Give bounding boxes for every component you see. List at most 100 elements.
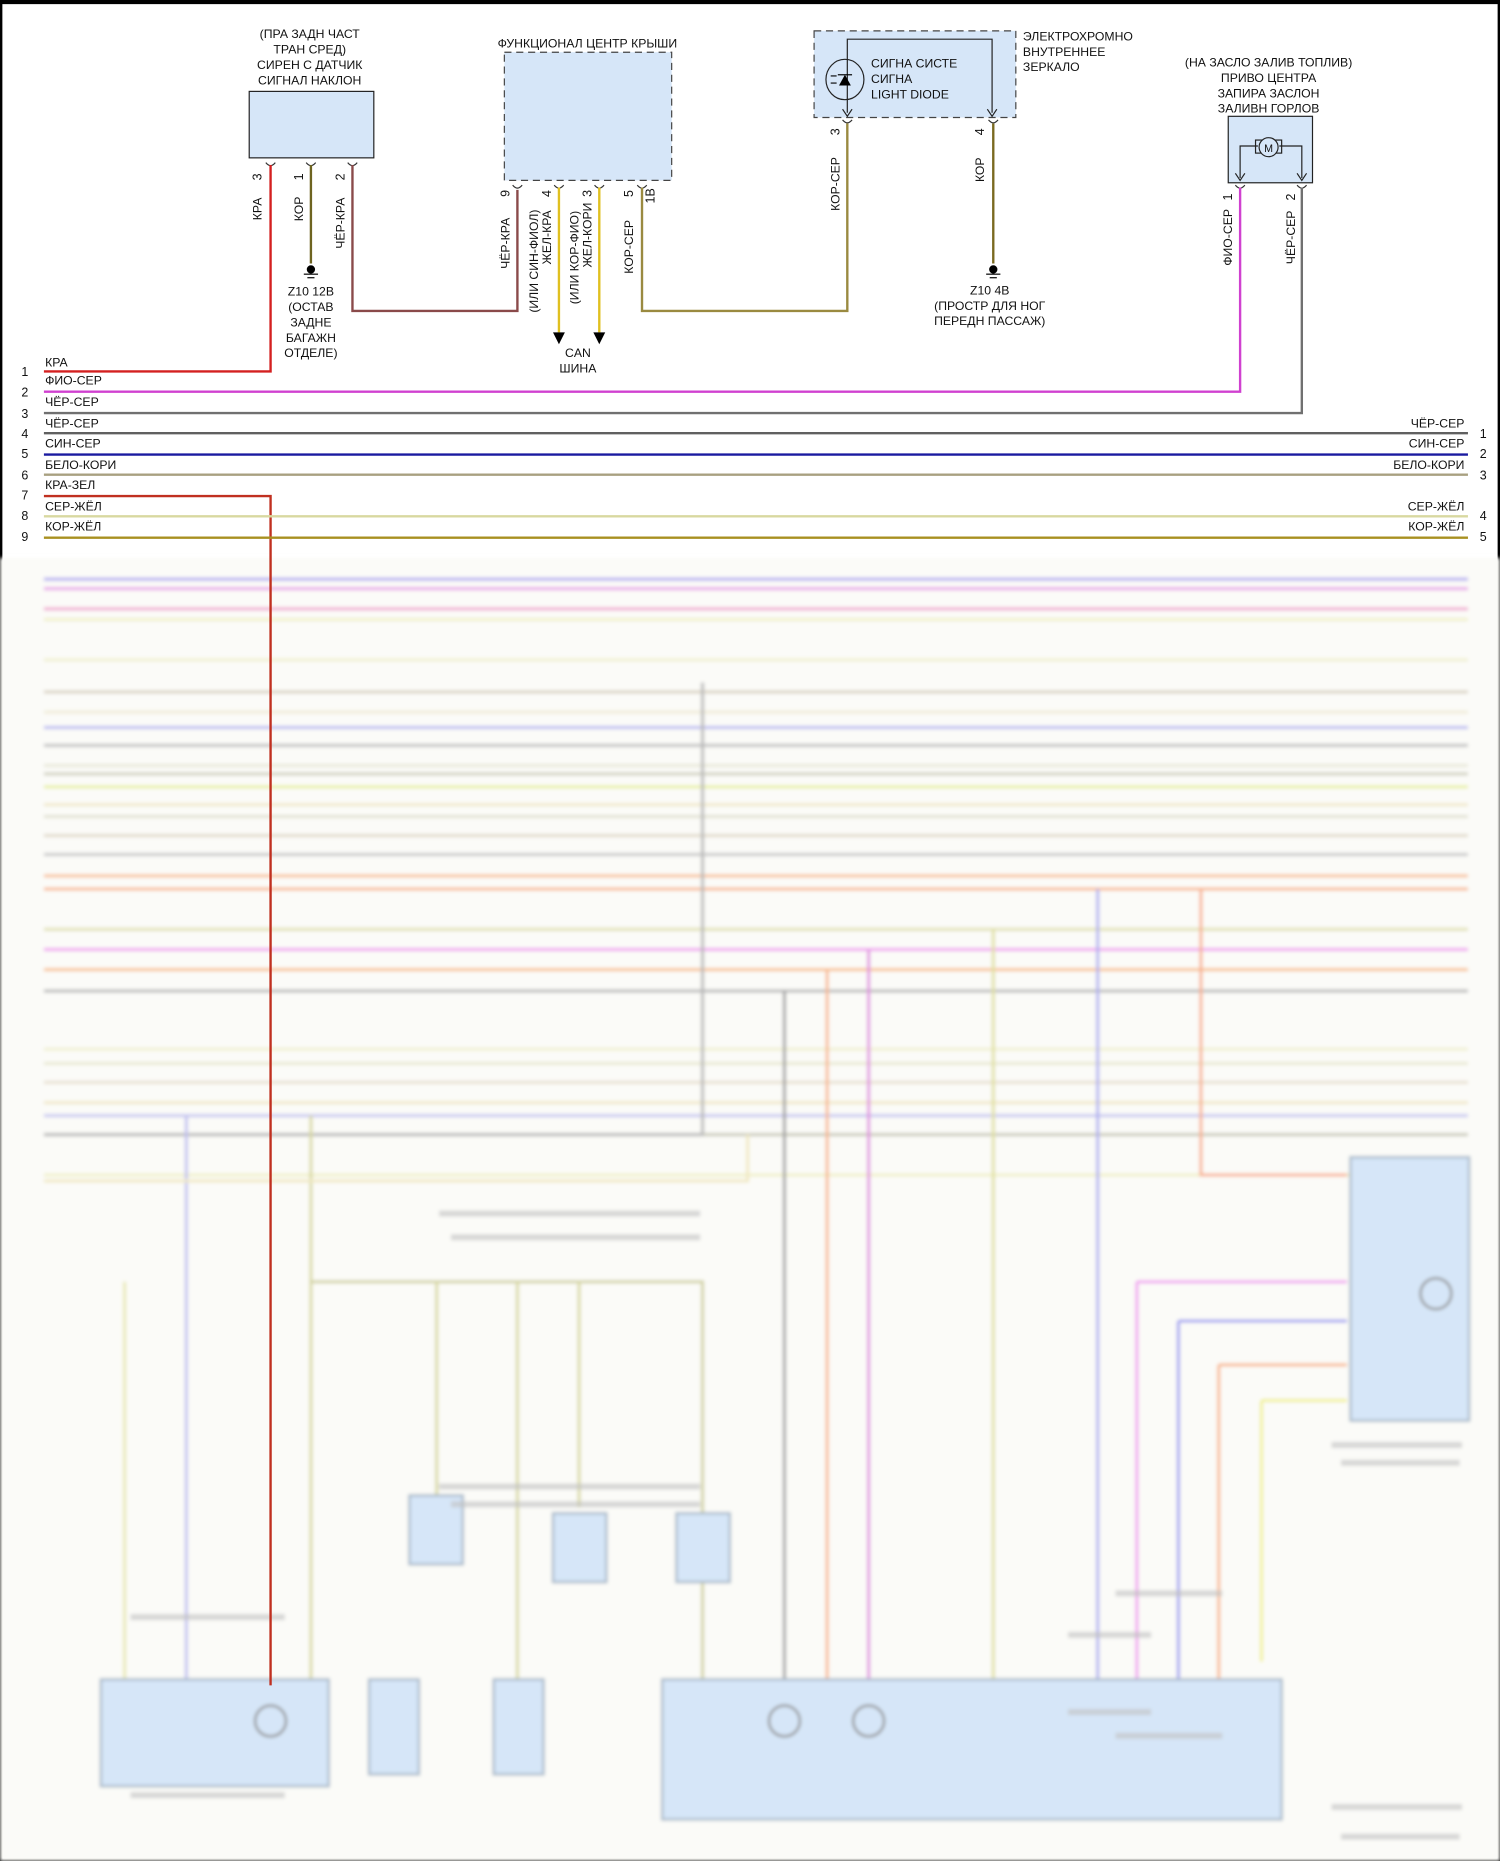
wire-label: СИН-СЕР: [1409, 436, 1465, 450]
pin-number: 4: [540, 190, 554, 197]
wire-label: КОР-ЖЁЛ: [1408, 520, 1464, 534]
siren-title: СИГНАЛ НАКЛОН: [258, 73, 361, 87]
mirror-title: ВНУТРЕННЕЕ: [1023, 45, 1105, 59]
wire-label: КРА-ЗЕЛ: [45, 478, 95, 492]
fuel-flap-title: (НА ЗАСЛО ЗАЛИВ ТОПЛИВ): [1185, 55, 1352, 69]
blurred-wire: [852, 1704, 886, 1738]
blurred-wire: [1217, 1363, 1347, 1686]
wire-alt-label: (ИЛИ СИН-ФИОЛ): [527, 210, 541, 313]
roof-box: [503, 51, 673, 181]
fuel-flap-actuator: (НА ЗАСЛО ЗАЛИВ ТОПЛИВ) ПРИВО ЦЕНТРА ЗАП…: [43, 55, 1352, 415]
wire-label: СЕР-ЖЁЛ: [45, 499, 102, 513]
blurred-wire: [1331, 1442, 1463, 1448]
ground-icon: [986, 265, 1001, 279]
wire-label: КОР-СЕР: [622, 220, 636, 274]
blurred-wire: [43, 682, 705, 1137]
pin-number: 1: [1221, 193, 1235, 200]
pin-number: 4: [973, 128, 987, 135]
wire-kra: [43, 164, 272, 373]
mirror-title: ЭЛЕКТРОХРОМНО: [1023, 29, 1133, 43]
wire-label: СЕР-ЖЁЛ: [1408, 499, 1465, 513]
blurred-wire: [130, 1614, 285, 1621]
pin-number: 3: [580, 190, 594, 197]
can-bus-label: CAN: [565, 346, 591, 360]
connector-harness: 1 КРА 2 ФИО-СЕР 3 ЧЁР-СЕР 4 ЧЁР-СЕР 5 СИ…: [21, 356, 1487, 1686]
electrochromic-mirror: СИГНА СИСТЕ СИГНА LIGHT DIODE ЭЛЕКТРОХРО…: [813, 29, 1133, 328]
wire-label: БЕЛО-КОРИ: [1393, 458, 1464, 472]
wire-label: ЖЕЛ-КРА: [540, 209, 554, 264]
blurred-wire: [1068, 1631, 1152, 1638]
pin-number: 3: [251, 173, 265, 180]
roof-function-center: ФУНКЦИОНАЛ ЦЕНТР КРЫШИ 9 ЧЁР-КРА 4 ЖЕЛ-К…: [498, 36, 849, 376]
wire-label: СИН-СЕР: [45, 436, 101, 450]
arrow-down-icon: [553, 332, 565, 345]
mirror-inner-label: LIGHT DIODE: [871, 88, 949, 102]
can-bus-label: ШИНА: [559, 362, 597, 376]
wire-cher-kra: [351, 164, 519, 313]
blurred-wire: [99, 1678, 330, 1788]
blurred-wire: [767, 1704, 802, 1738]
blurred-lower-section: [0, 557, 1500, 1861]
wire-label: КРА: [251, 197, 265, 220]
blurred-wire: [1349, 1156, 1471, 1422]
pin-number: 6: [21, 468, 28, 482]
pin-number: 5: [622, 190, 636, 197]
fuel-flap-title: ЗАПИРА ЗАСЛОН: [1218, 86, 1320, 100]
ground-label: ПЕРЕДН ПАССАЖ): [934, 314, 1045, 328]
wire-fio-ser: [43, 187, 1242, 393]
wire-label: ЧЁР-СЕР: [1284, 211, 1298, 265]
siren-box: [248, 90, 375, 159]
blurred-wire: [1199, 888, 1347, 1177]
blurred-wire: [1340, 1833, 1460, 1840]
fuel-flap-title: ПРИВО ЦЕНТРА: [1221, 71, 1317, 85]
blurred-wire: [367, 1678, 421, 1776]
ground-label: (ОСТАВ: [288, 300, 333, 314]
blurred-wire: [130, 1792, 285, 1799]
roof-title: ФУНКЦИОНАЛ ЦЕНТР КРЫШИ: [498, 36, 678, 50]
mirror-title: ЗЕРКАЛО: [1023, 60, 1080, 74]
wire-7: [43, 494, 272, 1686]
pin-number: 2: [1480, 447, 1487, 461]
ground-label: (ПРОСТР ДЛЯ НОГ: [934, 299, 1045, 313]
pin-number: 5: [21, 447, 28, 461]
light-diode-icon: [825, 58, 865, 101]
wire-label: ЧЁР-СЕР: [45, 416, 99, 430]
ground-label: Z10 12В: [288, 285, 334, 299]
pin-number: 2: [1284, 193, 1298, 200]
blurred-wire: [253, 1704, 288, 1738]
ground-label: Z10 4В: [970, 283, 1009, 297]
ground-label: ОТДЕЛЕ): [284, 346, 337, 360]
ground-icon: [303, 265, 319, 279]
pin-number: 3: [21, 407, 28, 421]
blurred-wire: [1068, 1709, 1152, 1716]
wire-label: ФИО-СЕР: [45, 374, 102, 388]
pin-number: 1: [21, 365, 28, 379]
blurred-wire: [450, 1234, 701, 1241]
pin-number: 1В: [643, 188, 657, 203]
ground-label: БАГАЖН: [286, 331, 336, 345]
blurred-wire: [1176, 1319, 1347, 1686]
wire-label: БЕЛО-КОРИ: [45, 458, 116, 472]
motor-label: M: [1264, 143, 1273, 155]
siren-title: (ПРА ЗАДН ЧАСТ: [260, 27, 361, 41]
wire-kor-ser: [640, 123, 849, 313]
wire-label: КОР-ЖЁЛ: [45, 520, 101, 534]
pin-number: 2: [334, 173, 348, 180]
ground-label: ЗАДНЕ: [290, 315, 331, 329]
wire-label: КОР-СЕР: [828, 157, 842, 211]
pin-number: 1: [1480, 427, 1487, 441]
blurred-wire: [450, 1501, 701, 1508]
blurred-wire: [1259, 1399, 1347, 1662]
wire-label: ЖЕЛ-КОРИ: [580, 203, 594, 268]
wire-label: КРА: [45, 356, 68, 370]
blurred-wire: [675, 1512, 732, 1584]
wire-label: ЧЁР-КРА: [499, 217, 513, 269]
pin-number: 3: [828, 128, 842, 135]
blurred-wire: [551, 1512, 608, 1584]
wire-label: КОР: [973, 157, 987, 182]
blurred-wire: [1419, 1277, 1453, 1311]
siren-title: ТРАН СРЕД): [273, 42, 346, 56]
pin-number: 7: [21, 489, 28, 503]
